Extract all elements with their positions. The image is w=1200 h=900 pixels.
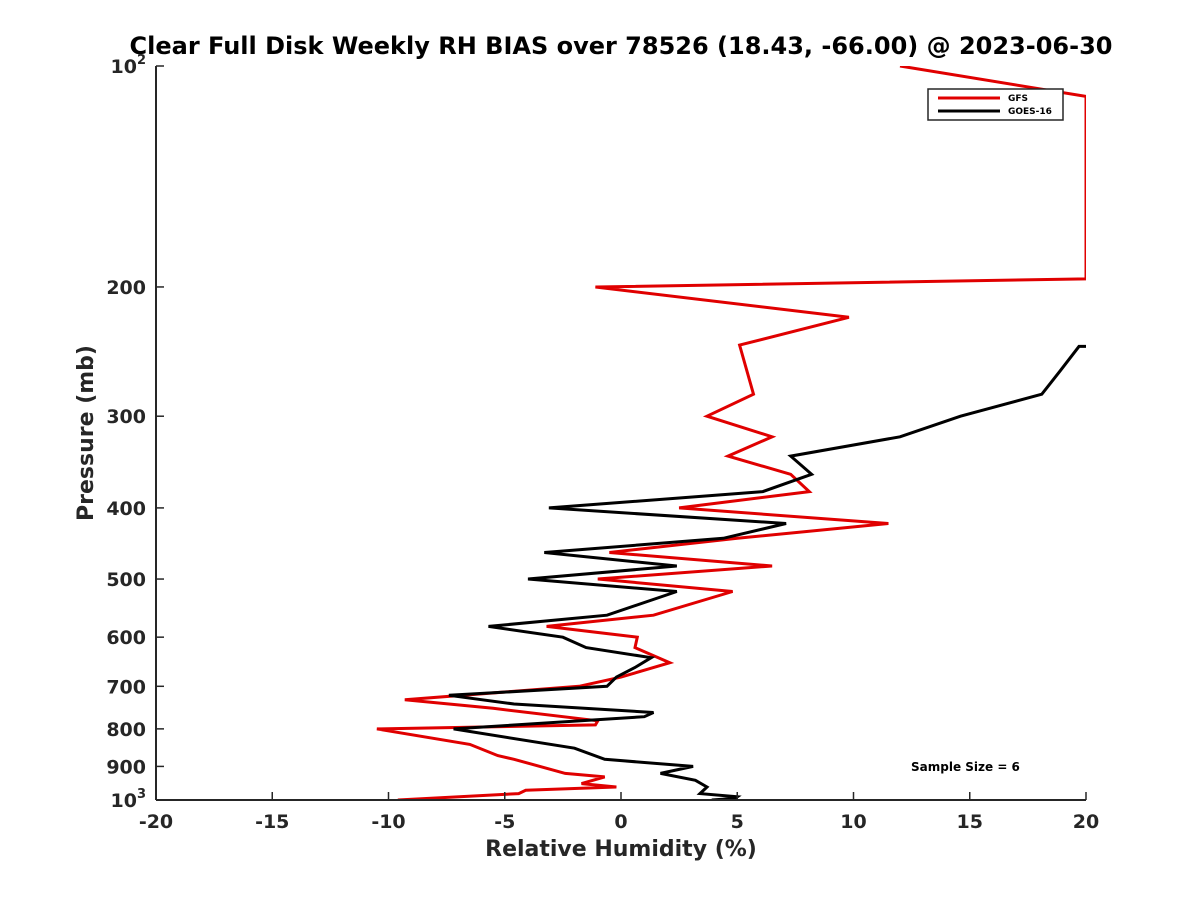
legend-label-gfs: GFS <box>1008 94 1028 104</box>
y-tick-label: 900 <box>106 756 146 778</box>
series-line-goes-16 <box>448 344 1086 800</box>
legend: GFS GOES-16 <box>927 88 1064 121</box>
chart-title: Clear Full Disk Weekly RH BIAS over 7852… <box>130 32 1113 60</box>
x-tick-label: 0 <box>614 811 627 833</box>
y-ticks: 102 200 300 400 500 600 700 800 900 103 <box>106 53 164 812</box>
x-tick-label: 10 <box>840 811 866 833</box>
x-tick-label: -20 <box>139 811 173 833</box>
y-tick-label: 400 <box>106 498 146 520</box>
y-tick-label: 500 <box>106 569 146 591</box>
legend-label-goes-16: GOES-16 <box>1008 107 1052 117</box>
y-tick-label: 700 <box>106 676 146 698</box>
sample-size-note: Sample Size = 6 <box>911 760 1020 774</box>
legend-box <box>927 88 1064 121</box>
x-axis-label: Relative Humidity (%) <box>485 837 757 862</box>
x-tick-label: -5 <box>494 811 515 833</box>
plot-area <box>376 66 1086 800</box>
x-tick-label: -10 <box>371 811 405 833</box>
y-tick-label: 600 <box>106 627 146 649</box>
y-tick-label: 103 <box>111 787 147 812</box>
axes <box>155 66 1086 801</box>
y-tick-label: 102 <box>111 53 147 78</box>
y-axis-label: Pressure (mb) <box>74 345 99 521</box>
x-ticks: -20 -15 -10 -5 0 5 10 15 20 <box>139 792 1099 833</box>
x-tick-label: -15 <box>255 811 289 833</box>
series-line-gfs <box>376 66 1086 800</box>
y-tick-label: 200 <box>106 277 146 299</box>
x-tick-label: 15 <box>957 811 983 833</box>
y-tick-label: 800 <box>106 719 146 741</box>
x-tick-label: 20 <box>1073 811 1099 833</box>
x-tick-label: 5 <box>731 811 744 833</box>
y-tick-label: 300 <box>106 406 146 428</box>
